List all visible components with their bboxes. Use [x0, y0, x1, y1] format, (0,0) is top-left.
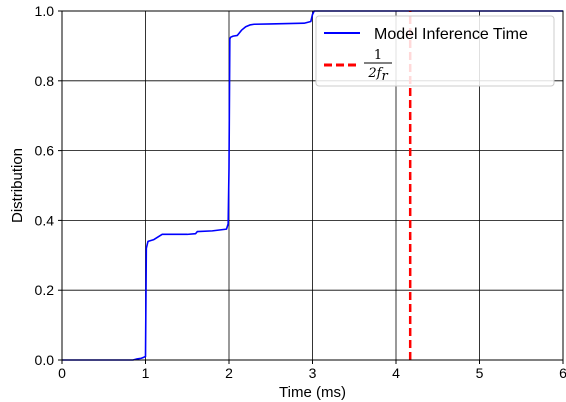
x-tick-label: 6	[559, 365, 566, 381]
legend-denominator-subscript: r	[381, 69, 388, 84]
x-tick-label: 3	[309, 365, 317, 381]
y-tick-label: 0.0	[35, 352, 55, 368]
tick-layer: 0 1 2 3 4 5 6 0.0 0.2 0.4 0.6 0.8 1.0	[35, 3, 566, 381]
legend-label-frame-limit: 1 2fr	[364, 48, 392, 84]
x-tick-label: 0	[58, 365, 66, 381]
y-tick-label: 1.0	[35, 3, 55, 19]
x-axis-label: Time (ms)	[279, 384, 346, 401]
x-tick-label: 2	[225, 365, 233, 381]
y-tick-label: 0.2	[35, 282, 55, 298]
legend-fraction-denominator: 2fr	[367, 66, 388, 84]
legend: Model Inference Time 1 2fr	[315, 15, 555, 87]
legend-box	[315, 15, 555, 87]
y-tick-label: 0.4	[35, 212, 55, 228]
legend-label-model: Model Inference Time	[374, 26, 528, 43]
x-tick-label: 1	[142, 365, 150, 381]
y-tick-label: 0.6	[35, 143, 55, 159]
y-tick-label: 0.8	[35, 73, 55, 89]
x-tick-label: 4	[392, 365, 400, 381]
legend-fraction-numerator: 1	[374, 48, 382, 63]
y-axis-label: Distribution	[9, 148, 26, 223]
model-inference-time-line	[62, 10, 563, 361]
x-tick-label: 5	[476, 365, 484, 381]
legend-denominator-main: 2f	[367, 66, 383, 81]
